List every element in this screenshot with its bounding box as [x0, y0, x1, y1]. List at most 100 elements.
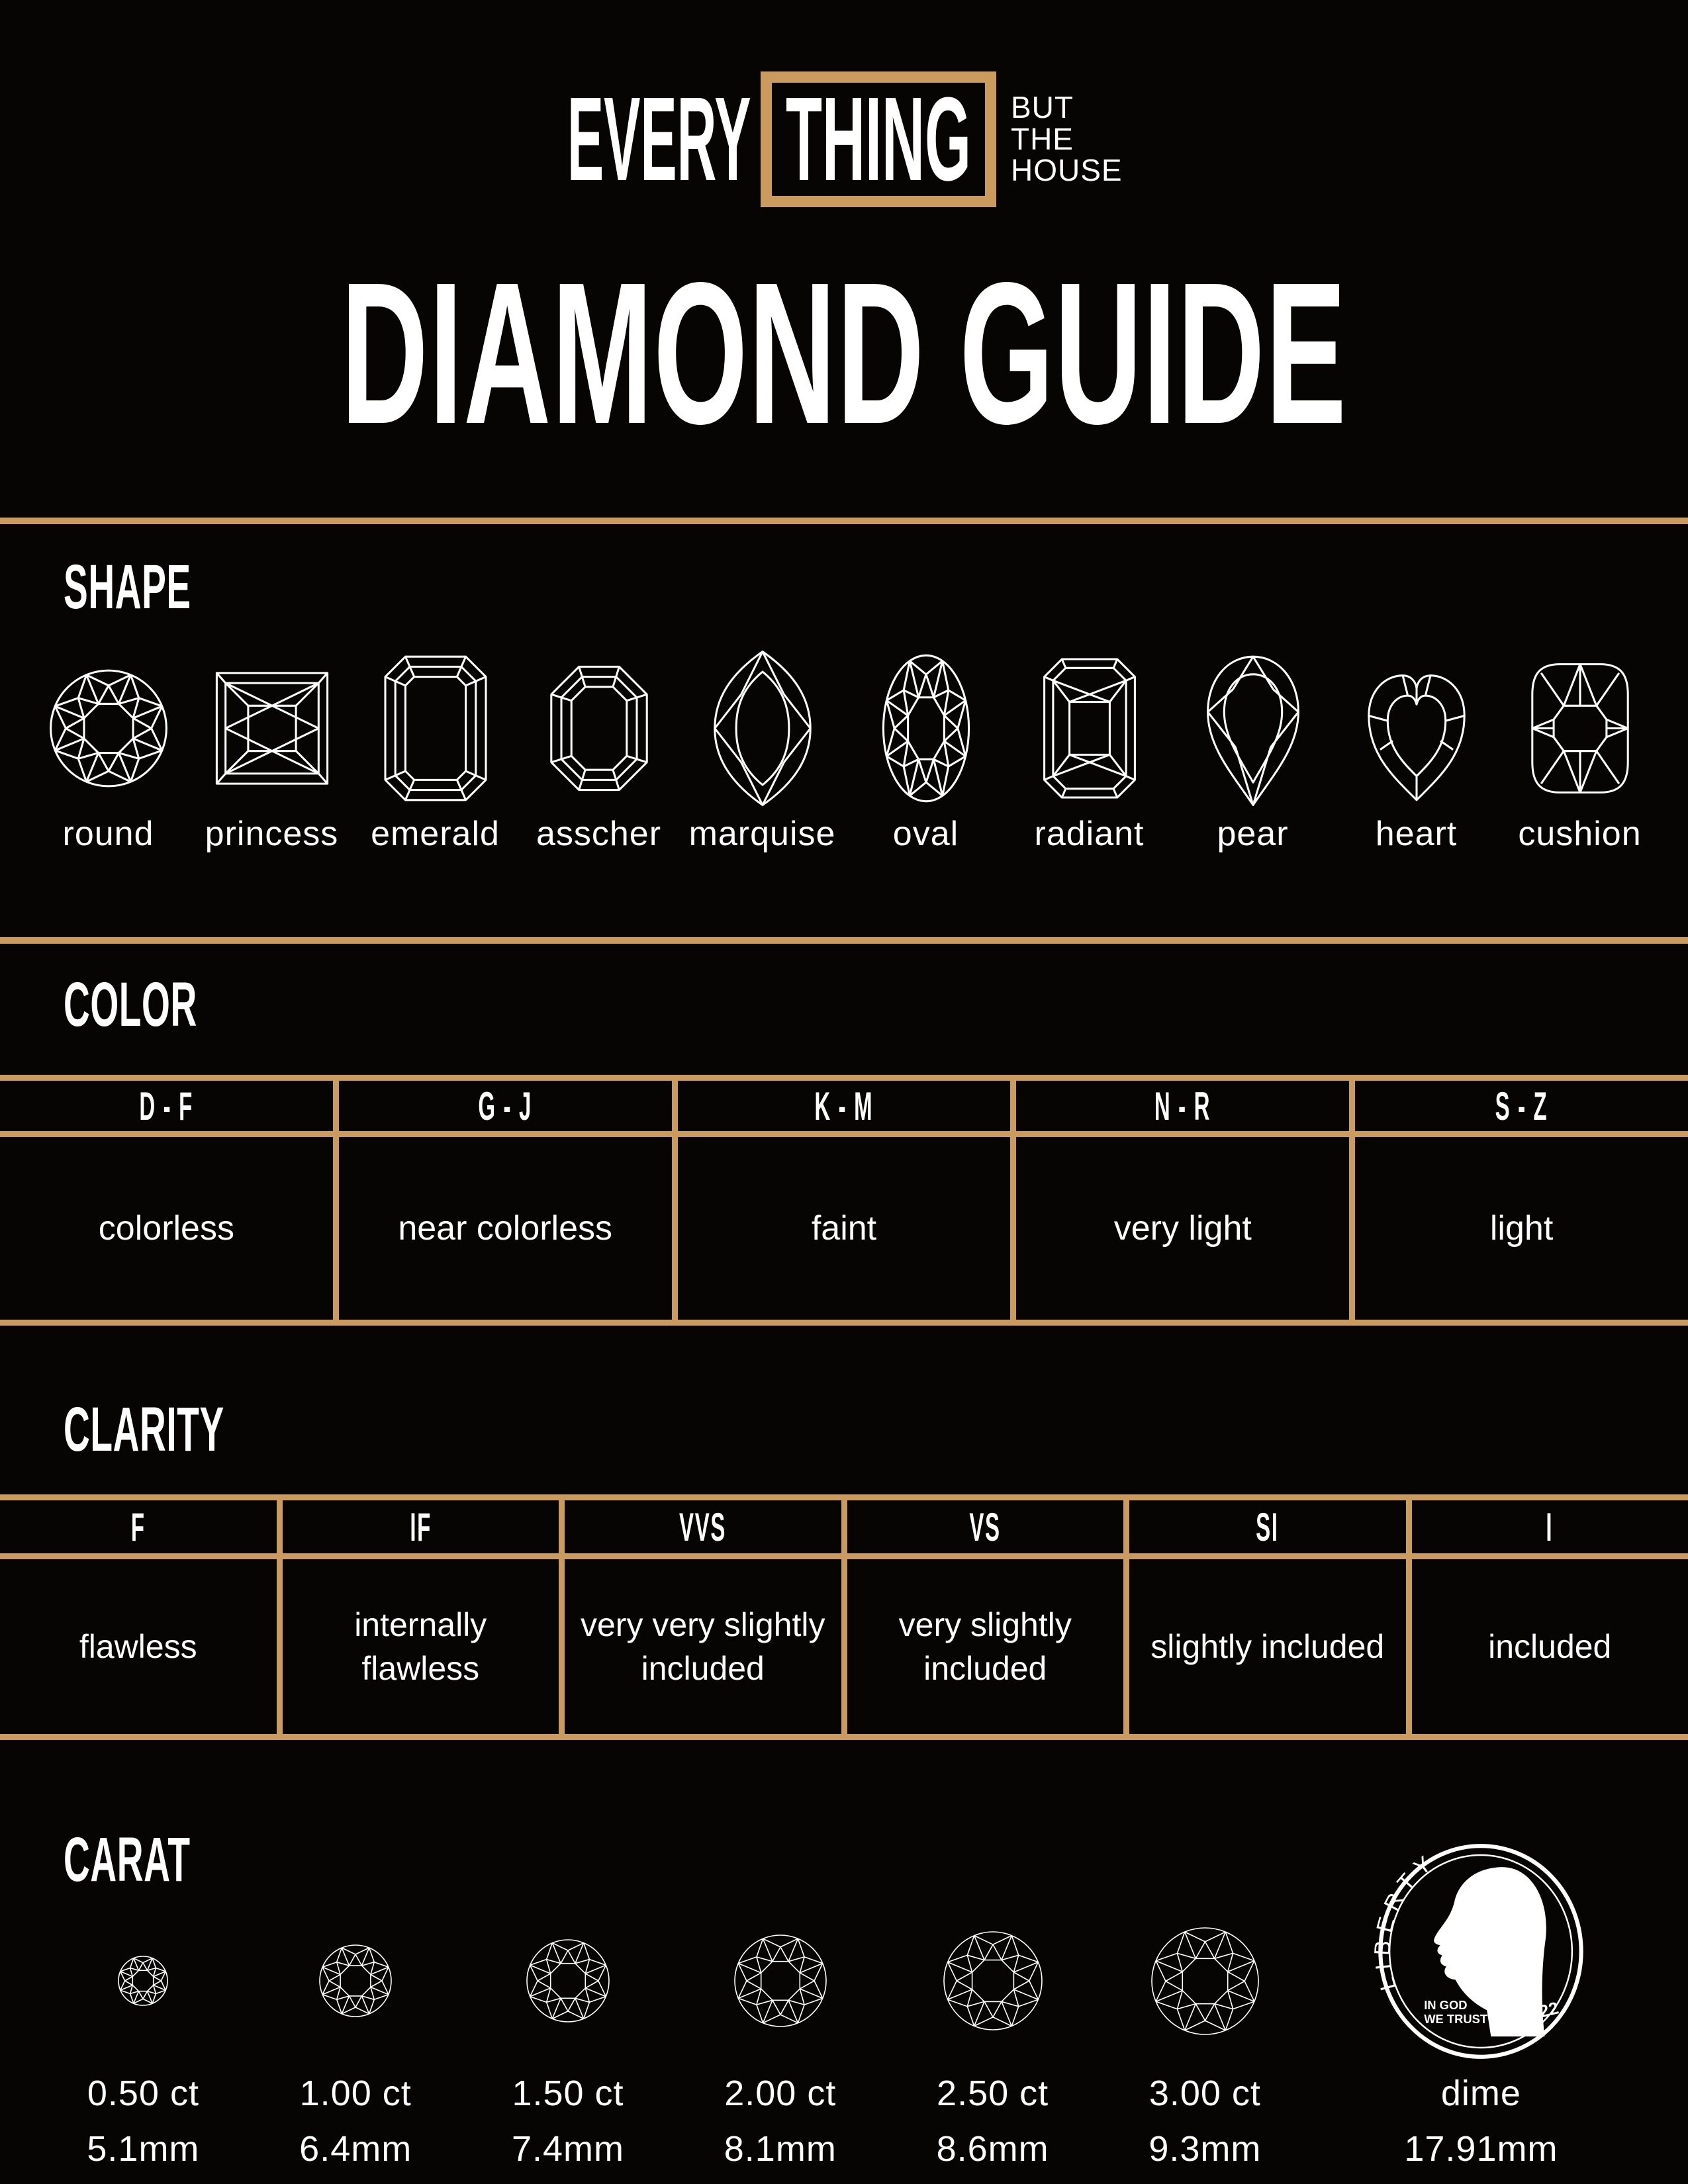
shape-figure-marquise: marquise	[680, 647, 844, 854]
shape-label: radiant	[1034, 815, 1145, 853]
clarity-desc-cell: very slightly included	[847, 1559, 1123, 1734]
carat-item-250: 2.50 ct 8.6mm	[886, 1898, 1099, 2169]
shape-label: princess	[205, 815, 339, 853]
shape-label: oval	[892, 815, 959, 853]
clarity-desc-cell: slightly included	[1129, 1559, 1406, 1734]
round-diamond-icon	[319, 1944, 392, 2017]
round-diamond-icon	[943, 1931, 1043, 2030]
clarity-grade-label: VS	[969, 1504, 1001, 1549]
round-diamond-icon	[526, 1939, 610, 2023]
clarity-grade-label: IF	[409, 1504, 432, 1549]
princess-diamond-icon	[215, 672, 328, 785]
color-desc-cell: colorless	[0, 1137, 333, 1320]
carat-row: 0.50 ct 5.1mm 1.00 ct 6.4mm 1.50 ct 7.4mm 2.00…	[0, 1844, 1688, 2169]
carat-gem-box	[526, 1898, 610, 2064]
pear-diamond-icon	[1206, 655, 1299, 806]
shape-figure-round: round	[26, 647, 190, 854]
round-diamond-icon	[1151, 1927, 1259, 2035]
carat-weight-label: 3.00 ct	[1149, 2073, 1261, 2113]
dime-motto-line1: IN GOD	[1425, 1998, 1468, 2012]
shape-figure-emerald: emerald	[353, 647, 517, 854]
shape-figure-radiant: radiant	[1008, 647, 1171, 854]
logo-thing-box: THING	[760, 71, 996, 207]
carat-gem-box	[1150, 1898, 1260, 2064]
shape-figure-oval: oval	[844, 647, 1008, 854]
color-grade-cell: K - M	[677, 1081, 1011, 1131]
carat-weight-label: 2.50 ct	[937, 2073, 1049, 2113]
clarity-grade-label: I	[1546, 1504, 1554, 1549]
color-grade-label: G - J	[478, 1083, 532, 1128]
clarity-desc-cell: included	[1411, 1559, 1688, 1734]
carat-weight-label: 1.00 ct	[299, 2073, 412, 2113]
carat-item-200: 2.00 ct 8.1mm	[674, 1898, 886, 2169]
clarity-desc-cell: very very slightly included	[565, 1559, 841, 1734]
logo-tagline: BUT THE HOUSE	[1010, 89, 1123, 188]
carat-item-300: 3.00 ct 9.3mm	[1099, 1898, 1311, 2169]
shape-label: cushion	[1518, 815, 1642, 853]
carat-weight-label: 0.50 ct	[87, 2073, 199, 2113]
carat-gem-box	[117, 1898, 169, 2064]
asscher-diamond-icon	[549, 665, 648, 792]
shape-label: emerald	[371, 815, 500, 853]
color-grade-cell: S - Z	[1355, 1081, 1688, 1131]
logo-tagline-line: HOUSE	[1010, 153, 1123, 188]
logo-word-every: EVERY	[567, 72, 752, 206]
carat-size-label: 8.1mm	[724, 2129, 837, 2169]
carat-item-100: 1.00 ct 6.4mm	[250, 1898, 462, 2169]
color-desc-cell: faint	[677, 1137, 1011, 1320]
color-heading: COLOR	[64, 970, 197, 1040]
dime-motto-line2: WE TRUST	[1425, 2012, 1489, 2026]
clarity-desc-cell: flawless	[0, 1559, 277, 1734]
clarity-grade-label: VVS	[679, 1504, 727, 1549]
round-diamond-icon	[49, 669, 167, 788]
color-desc-cell: near colorless	[338, 1137, 672, 1320]
clarity-grade-cell: F	[0, 1500, 277, 1553]
carat-size-label: 7.4mm	[511, 2129, 625, 2169]
round-diamond-icon	[118, 1956, 169, 2006]
round-diamond-icon	[733, 1934, 827, 2027]
color-desc-cell: light	[1355, 1137, 1688, 1320]
shape-figure-pear: pear	[1171, 647, 1335, 854]
color-grade-cell: G - J	[338, 1081, 672, 1131]
shape-label: marquise	[688, 815, 836, 853]
logo-word-thing: THING	[785, 72, 971, 206]
shape-row: round princess emerald asscher marquise oval r…	[0, 647, 1688, 854]
color-grade-label: D - F	[139, 1083, 194, 1128]
carat-gem-box	[943, 1898, 1043, 2064]
color-grade-cell: N - R	[1016, 1081, 1350, 1131]
carat-weight-label: 2.00 ct	[724, 2073, 837, 2113]
color-grade-label: S - Z	[1495, 1083, 1548, 1128]
heart-diamond-icon	[1367, 674, 1466, 801]
shape-figure-cushion: cushion	[1498, 647, 1662, 854]
carat-gem-box	[318, 1898, 393, 2064]
section-divider	[0, 937, 1688, 944]
clarity-grade-label: SI	[1256, 1504, 1279, 1549]
carat-weight-label: 1.50 ct	[512, 2073, 624, 2113]
carat-gem-box	[733, 1898, 827, 2064]
carat-size-label: 17.91mm	[1404, 2129, 1558, 2169]
shape-figure-heart: heart	[1335, 647, 1498, 854]
clarity-grade-label: F	[130, 1504, 146, 1549]
clarity-grade-cell: SI	[1129, 1500, 1406, 1553]
carat-size-label: 8.6mm	[936, 2129, 1049, 2169]
section-divider	[0, 518, 1688, 524]
color-grade-cell: D - F	[0, 1081, 333, 1131]
carat-gem-box: LIBERTY IN GOD WE TRUST 2022	[1370, 1844, 1587, 2064]
clarity-grade-cell: I	[1411, 1500, 1688, 1553]
ebth-logo: EVERY THING BUT THE HOUSE	[0, 0, 1688, 207]
logo-tagline-line: BUT	[1010, 89, 1074, 124]
carat-section: CARAT 0.50 ct 5.1mm 1.00 ct 6.4mm 1.50 ct 7.4…	[0, 1829, 1688, 2184]
shape-section: SHAPE round princess emerald asscher marquis…	[0, 556, 1688, 937]
carat-item-050: 0.50 ct 5.1mm	[37, 1898, 250, 2169]
carat-item-dime: LIBERTY IN GOD WE TRUST 2022 dime 17.91mm	[1311, 1844, 1651, 2169]
clarity-heading: CLARITY	[64, 1394, 224, 1465]
shape-figure-princess: princess	[190, 647, 353, 854]
color-grade-table: D - F G - J K - M N - R S - Z colorless near c…	[0, 1075, 1688, 1326]
clarity-grade-cell: VVS	[565, 1500, 841, 1553]
color-grade-label: K - M	[814, 1083, 874, 1128]
oval-diamond-icon	[882, 654, 970, 803]
